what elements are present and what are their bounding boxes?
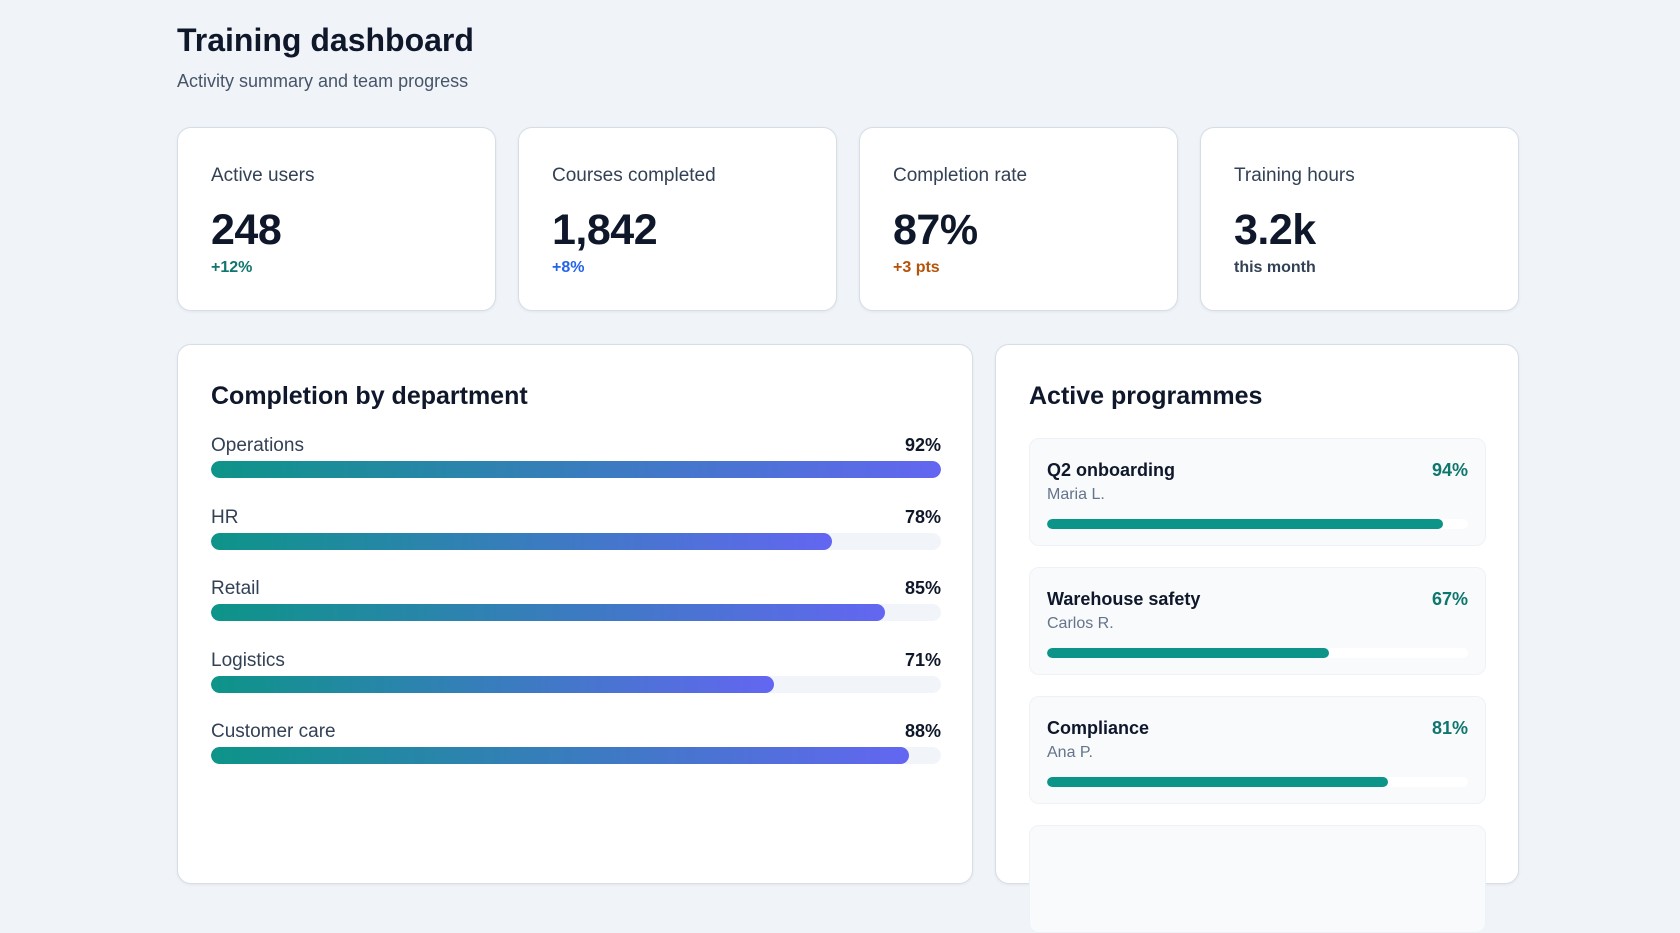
kpi-label: Courses completed — [552, 165, 716, 186]
kpi-card-active-users: Active users 248 +12% — [177, 127, 496, 311]
kpi-card-training-hours: Training hours 3.2k this month — [1200, 127, 1519, 311]
kpi-delta: +8% — [552, 259, 585, 276]
department-row: Customer care 88% — [211, 721, 941, 777]
active-programmes-panel: Active programmes Q2 onboarding Maria L.… — [995, 344, 1519, 933]
department-name: HR — [211, 507, 239, 528]
department-percent: 85% — [904, 578, 941, 598]
department-row: HR 78% — [211, 507, 941, 563]
department-row: Operations 92% — [211, 435, 941, 491]
programme-percent: 67% — [1431, 589, 1468, 609]
department-row: Retail 85% — [211, 578, 941, 634]
department-completion-panel: Completion by department Operations 92% … — [177, 344, 973, 884]
programme-card[interactable] — [1029, 825, 1486, 933]
programme-progress-track — [1047, 519, 1468, 529]
programme-percent: 94% — [1431, 460, 1468, 480]
kpi-row: Active users 248 +12% Courses completed … — [177, 127, 1519, 311]
panel-title: Active programmes — [1029, 382, 1263, 410]
progress-track — [211, 533, 941, 550]
kpi-label: Active users — [211, 165, 315, 186]
department-row: Logistics 71% — [211, 650, 941, 706]
kpi-label: Completion rate — [893, 165, 1028, 186]
progress-track — [211, 747, 941, 764]
progress-fill — [211, 604, 885, 621]
department-name: Logistics — [211, 650, 285, 671]
kpi-delta: +12% — [211, 259, 253, 276]
programme-name: Q2 onboarding — [1047, 460, 1175, 480]
programme-owner: Carlos R. — [1047, 615, 1114, 632]
programme-name: Warehouse safety — [1047, 589, 1201, 609]
programme-progress-track — [1047, 648, 1468, 658]
kpi-value: 87% — [893, 206, 978, 254]
department-percent: 92% — [904, 435, 941, 455]
progress-fill — [211, 533, 832, 550]
department-name: Operations — [211, 435, 304, 456]
programme-card[interactable]: Q2 onboarding Maria L. 94% — [1029, 438, 1486, 546]
page-title: Training dashboard — [177, 22, 474, 58]
programme-owner: Maria L. — [1047, 486, 1105, 503]
department-name: Customer care — [211, 721, 336, 742]
programme-progress-fill — [1047, 777, 1388, 787]
programme-progress-fill — [1047, 648, 1330, 658]
department-percent: 71% — [904, 650, 941, 670]
department-percent: 78% — [904, 507, 941, 527]
progress-fill — [211, 676, 774, 693]
kpi-delta: this month — [1234, 259, 1316, 276]
kpi-value: 248 — [211, 206, 282, 254]
kpi-value: 3.2k — [1234, 206, 1316, 254]
programme-card[interactable]: Compliance Ana P. 81% — [1029, 696, 1486, 804]
kpi-card-completion-rate: Completion rate 87% +3 pts — [859, 127, 1178, 311]
progress-track — [211, 676, 941, 693]
progress-fill — [211, 747, 909, 764]
kpi-delta: +3 pts — [893, 259, 940, 276]
kpi-value: 1,842 — [552, 206, 658, 254]
panel-title: Completion by department — [211, 382, 528, 410]
progress-track — [211, 461, 941, 478]
programme-name: Compliance — [1047, 718, 1150, 738]
programme-percent: 81% — [1431, 718, 1468, 738]
programme-owner: Ana P. — [1047, 744, 1093, 761]
programme-progress-track — [1047, 777, 1468, 787]
department-name: Retail — [211, 578, 260, 599]
progress-track — [211, 604, 941, 621]
progress-fill — [211, 461, 941, 478]
page-subtitle: Activity summary and team progress — [177, 71, 469, 91]
department-percent: 88% — [904, 721, 941, 741]
kpi-label: Training hours — [1234, 165, 1355, 186]
kpi-card-courses-completed: Courses completed 1,842 +8% — [518, 127, 837, 311]
programme-progress-fill — [1047, 519, 1443, 529]
programme-card[interactable]: Warehouse safety Carlos R. 67% — [1029, 567, 1486, 675]
